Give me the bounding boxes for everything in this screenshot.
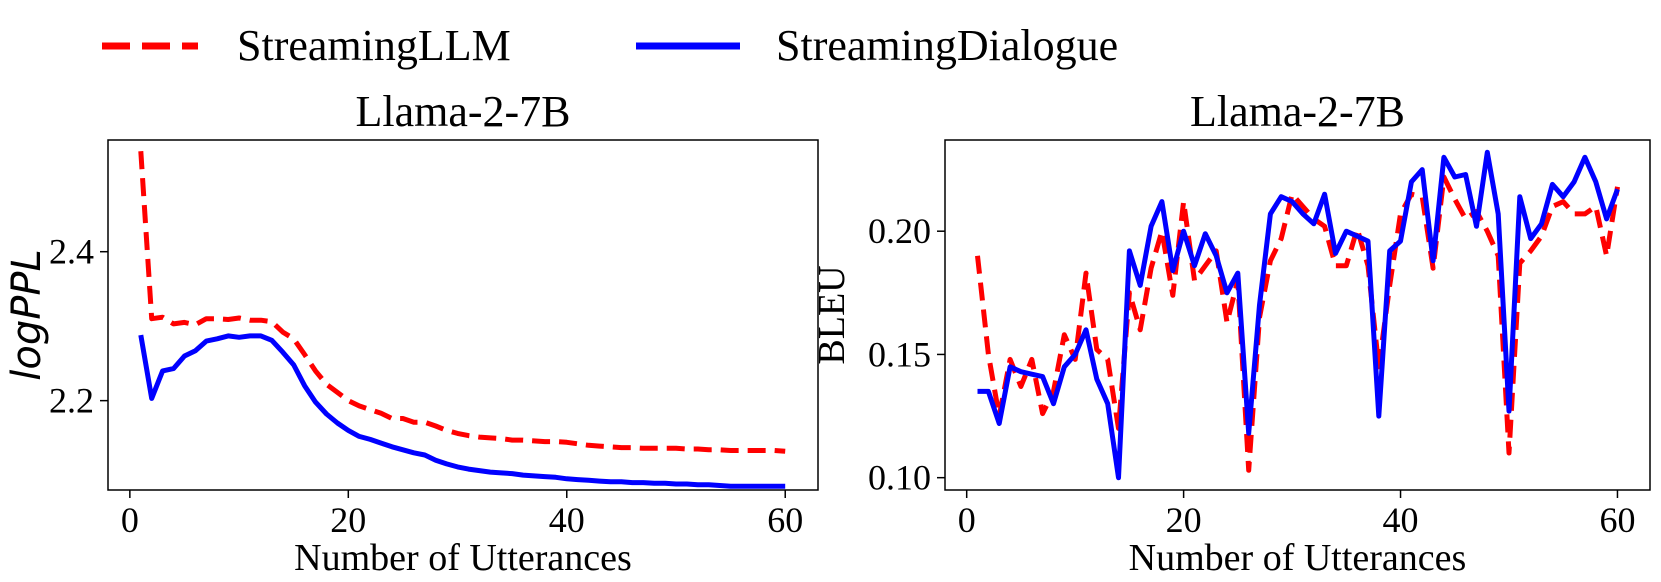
x-axis-label: Number of Utterances <box>294 537 632 579</box>
plot-frame <box>107 139 819 491</box>
legend-label-streamingllm: StreamingLLM <box>237 21 511 70</box>
x-tick-label: 0 <box>958 500 976 540</box>
series-line-streamingdialogue <box>138 333 786 489</box>
x-tick-label: 40 <box>549 500 585 540</box>
y-tick-label: 0.10 <box>868 458 931 498</box>
series-line-streamingllm <box>138 151 786 454</box>
y-axis-label: logPPL <box>4 249 50 381</box>
y-tick-label: 0.15 <box>868 334 931 374</box>
chart-panel-right: Llama-2-7B 0 20 40 60 0.10 0.15 0.20 Number of U… <box>811 87 1651 579</box>
x-tick-label: 20 <box>330 500 366 540</box>
x-tick-label: 20 <box>1166 500 1202 540</box>
x-tick-label: 40 <box>1383 500 1419 540</box>
y-tick-label: 2.2 <box>49 381 94 421</box>
legend-label-streamingdialogue: StreamingDialogue <box>776 21 1118 70</box>
x-axis-label: Number of Utterances <box>1129 537 1467 579</box>
x-tick-label: 0 <box>121 500 139 540</box>
y-tick-label: 0.20 <box>868 211 931 251</box>
plot-frame <box>944 139 1651 491</box>
chart-title: Llama-2-7B <box>1190 87 1405 136</box>
series-line-streamingllm <box>975 174 1620 473</box>
legend: StreamingLLM StreamingDialogue <box>102 21 1118 70</box>
chart-title: Llama-2-7B <box>355 87 570 136</box>
series-line-streamingdialogue <box>977 149 1620 481</box>
x-tick-label: 60 <box>1599 500 1635 540</box>
x-tick-label: 60 <box>767 500 803 540</box>
y-tick-label: 2.4 <box>49 232 94 272</box>
chart-panel-left: Llama-2-7B 0 20 40 60 2.2 2.4 Number of Utteran… <box>4 87 819 579</box>
y-axis-label: BLEU <box>811 265 853 364</box>
